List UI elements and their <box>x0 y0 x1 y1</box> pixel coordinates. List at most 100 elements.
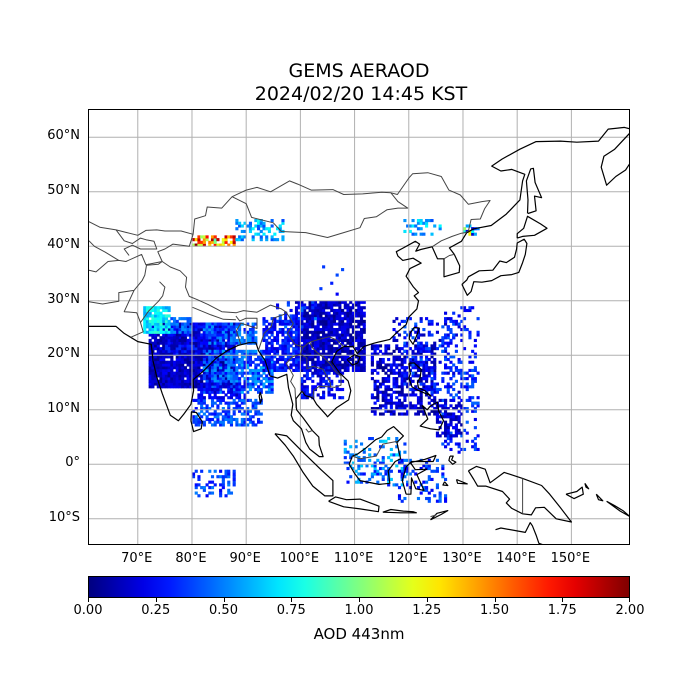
aod-pixel <box>191 328 196 332</box>
aod-pixel <box>194 398 198 402</box>
aod-pixel <box>273 319 277 323</box>
aod-pixel <box>446 366 450 370</box>
aod-pixel <box>246 366 250 370</box>
aod-pixel <box>324 317 328 321</box>
aod-pixel <box>224 377 228 381</box>
aod-pixel <box>248 420 252 424</box>
map-timestamp: 2024/02/20 14:45 KST <box>254 83 468 105</box>
aod-pixel <box>316 360 320 364</box>
aod-pixel <box>235 355 239 359</box>
aod-pixel <box>208 357 212 362</box>
aod-pixel <box>213 349 217 353</box>
aod-pixel <box>191 338 196 343</box>
aod-pixel <box>232 417 236 422</box>
aod-pixel <box>213 322 217 326</box>
aod-pixel <box>433 347 437 351</box>
aod-pixel <box>297 336 301 340</box>
aod-pixel <box>408 407 412 411</box>
aod-pixel <box>162 382 166 386</box>
aod-pixel <box>430 347 434 351</box>
aod-pixel <box>338 355 342 359</box>
aod-pixel <box>419 363 423 367</box>
aod-pixel <box>476 404 480 408</box>
aod-pixel <box>267 322 271 326</box>
aod-pixel <box>181 385 185 389</box>
aod-pixel <box>422 464 426 468</box>
aod-pixel <box>219 377 223 381</box>
aod-pixel <box>297 349 301 353</box>
aod-pixel <box>248 360 252 364</box>
aod-pixel <box>430 398 434 402</box>
aod-pixel <box>370 409 374 413</box>
aod-pixel <box>433 224 437 228</box>
aod-pixel <box>433 387 437 392</box>
aod-pixel <box>305 317 309 321</box>
aod-pixel <box>265 366 269 370</box>
aod-pixel <box>183 328 187 332</box>
aod-pixel <box>416 486 421 490</box>
aod-pixel <box>406 377 410 381</box>
aod-pixel <box>430 360 434 364</box>
aod-pixel <box>303 333 307 337</box>
aod-pixel <box>221 349 225 353</box>
aod-pixel <box>257 219 261 223</box>
aod-pixel <box>200 404 204 408</box>
aod-pixel <box>240 398 244 402</box>
aod-pixel <box>286 341 290 345</box>
aod-pixel <box>186 382 190 386</box>
country-border <box>300 353 332 398</box>
aod-pixel <box>183 341 187 345</box>
aod-pixel <box>343 311 347 315</box>
aod-pixel <box>156 385 160 389</box>
coastline <box>461 238 528 296</box>
aod-pixel <box>422 409 426 413</box>
aod-pixel <box>202 235 206 239</box>
aod-pixel <box>343 368 347 372</box>
aod-pixel <box>281 368 285 372</box>
aod-pixel <box>164 330 168 334</box>
aod-pixel <box>351 453 355 457</box>
aod-pixel <box>197 352 201 356</box>
aod-pixel <box>457 368 461 372</box>
aod-pixel <box>186 368 190 372</box>
aod-pixel <box>194 355 198 359</box>
aod-pixel <box>327 352 331 356</box>
aod-pixel <box>273 325 277 329</box>
aod-pixel <box>224 385 228 389</box>
aod-pixel <box>221 382 225 386</box>
aod-pixel <box>422 349 426 353</box>
aod-pixel <box>151 379 155 383</box>
aod-pixel <box>167 325 171 329</box>
aod-pixel <box>449 439 453 443</box>
aod-pixel <box>476 434 480 438</box>
aod-pixel <box>449 437 453 441</box>
aod-pixel <box>178 360 182 364</box>
aod-pixel <box>170 357 174 362</box>
aod-pixel <box>360 458 364 462</box>
aod-pixel <box>200 352 204 356</box>
aod-pixel <box>251 235 255 239</box>
aod-pixel <box>313 308 318 313</box>
aod-pixel <box>425 349 429 353</box>
aod-pixel <box>286 344 290 348</box>
aod-pixel <box>395 379 399 383</box>
aod-pixel <box>425 464 429 468</box>
aod-pixel <box>224 366 228 370</box>
aod-pixel <box>392 379 396 383</box>
aod-pixel <box>275 336 280 340</box>
aod-pixel <box>175 347 179 351</box>
aod-pixel <box>292 368 296 372</box>
aod-pixel <box>316 344 320 348</box>
aod-pixel <box>343 336 347 340</box>
aod-pixel <box>370 360 374 364</box>
aod-pixel <box>254 219 258 223</box>
aod-pixel <box>145 325 150 329</box>
aod-pixel <box>240 357 244 362</box>
aod-pixel <box>205 355 209 359</box>
aod-pixel <box>403 475 407 479</box>
aod-pixel <box>265 338 269 343</box>
aod-pixel <box>308 368 312 372</box>
aod-pixel <box>460 374 464 378</box>
aod-pixel <box>284 347 288 351</box>
aod-pixel <box>270 238 274 242</box>
